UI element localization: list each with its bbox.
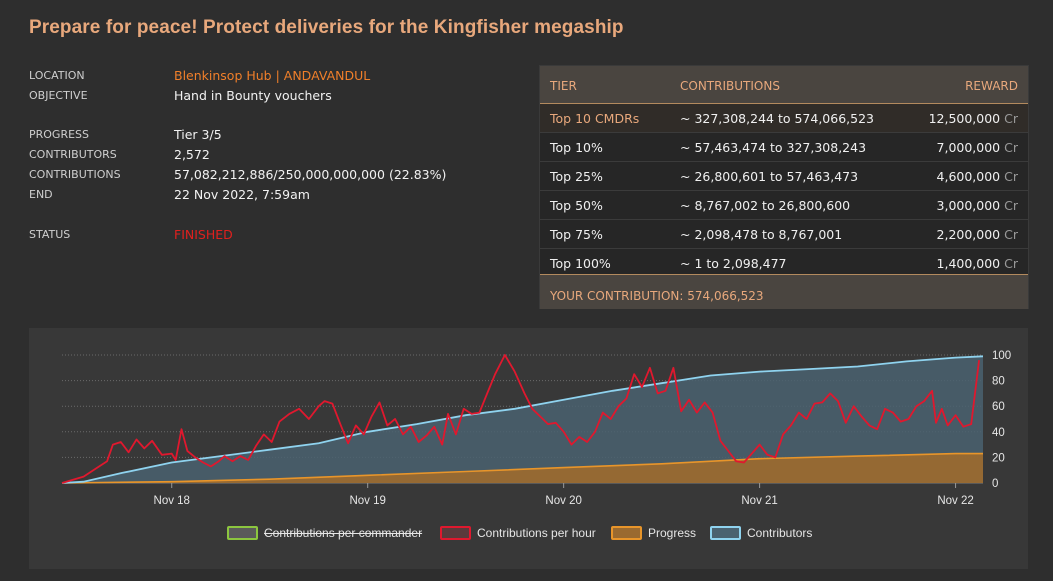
- info-row-end: END 22 Nov 2022, 7:59am: [29, 187, 529, 205]
- tier-row: Top 25% ~ 26,800,601 to 57,463,473 4,600…: [540, 162, 1028, 191]
- info-row-contributors: CONTRIBUTORS 2,572: [29, 147, 529, 165]
- y-tick-label: 0: [992, 478, 998, 490]
- y-tick-label: 40: [992, 427, 1005, 439]
- tier-contribution-range: ~ 26,800,601 to 57,463,473: [680, 169, 859, 184]
- your-contribution: YOUR CONTRIBUTION: 574,066,523: [550, 289, 764, 303]
- legend-swatch-blue: [710, 526, 741, 540]
- legend-swatch-orange: [611, 526, 642, 540]
- tier-reward: 1,400,000 Cr: [937, 256, 1018, 271]
- tier-row: Top 100% ~ 1 to 2,098,477 1,400,000 Cr: [540, 249, 1028, 278]
- currency-label: Cr: [1004, 256, 1018, 271]
- tier-column-header: TIER: [550, 79, 577, 93]
- legend-swatch-green: [227, 526, 258, 540]
- reward-tier-table: TIER CONTRIBUTIONS REWARD Top 10 CMDRs ~…: [539, 65, 1029, 309]
- status-label: STATUS: [29, 228, 71, 241]
- progress-area: [62, 453, 983, 483]
- currency-label: Cr: [1004, 111, 1018, 126]
- tier-contribution-range: ~ 327,308,244 to 574,066,523: [680, 111, 874, 126]
- tier-reward-amount: 1,400,000: [936, 256, 1001, 271]
- tier-reward-amount: 7,000,000: [936, 140, 1001, 155]
- page-title: Prepare for peace! Protect deliveries fo…: [29, 17, 624, 38]
- x-tick-label: Nov 21: [741, 495, 777, 507]
- tier-reward-amount: 3,000,000: [936, 198, 1001, 213]
- tier-reward: 3,000,000 Cr: [937, 198, 1018, 213]
- contributions-label: CONTRIBUTIONS: [29, 168, 121, 181]
- info-row-objective: OBJECTIVE Hand in Bounty vouchers: [29, 88, 529, 106]
- info-row-progress: PROGRESS Tier 3/5: [29, 127, 529, 145]
- info-row-location: LOCATION Blenkinsop Hub | ANDAVANDUL: [29, 68, 529, 86]
- contributions-per-hour-series-line: [61, 354, 980, 484]
- tier-name: Top 100%: [550, 256, 611, 271]
- tier-reward-amount: 4,600,000: [936, 169, 1001, 184]
- legend-label: Contributions per hour: [477, 526, 596, 540]
- tier-reward-amount: 2,200,000: [936, 227, 1001, 242]
- x-tick-label: Nov 20: [545, 495, 581, 507]
- currency-label: Cr: [1004, 227, 1018, 242]
- contributions-column-header: CONTRIBUTIONS: [680, 79, 780, 93]
- tier-row: Top 10 CMDRs ~ 327,308,244 to 574,066,52…: [540, 104, 1028, 133]
- tier-reward: 12,500,000 Cr: [929, 111, 1018, 126]
- location-link[interactable]: Blenkinsop Hub | ANDAVANDUL: [174, 68, 371, 83]
- y-tick-label: 60: [992, 401, 1005, 413]
- tier-row: Top 50% ~ 8,767,002 to 26,800,600 3,000,…: [540, 191, 1028, 220]
- tier-reward: 4,600,000 Cr: [937, 169, 1018, 184]
- y-tick-label: 20: [992, 452, 1005, 464]
- contributors-series-line: [61, 355, 984, 484]
- legend-swatch-red: [440, 526, 471, 540]
- currency-label: Cr: [1004, 198, 1018, 213]
- legend-label: Progress: [648, 526, 697, 540]
- tier-contribution-range: ~ 8,767,002 to 26,800,600: [680, 198, 851, 213]
- y-tick-label: 100: [992, 350, 1011, 362]
- progress-chart[interactable]: 0 20 40 60 80 100 Nov 18 Nov 19 Nov 20 Nov 21 Nov …: [29, 328, 1028, 518]
- end-value: 22 Nov 2022, 7:59am: [174, 187, 310, 202]
- tier-name: Top 25%: [550, 169, 603, 184]
- your-contribution-footer: YOUR CONTRIBUTION: 574,066,523: [540, 274, 1028, 309]
- tier-contribution-range: ~ 57,463,474 to 327,308,243: [680, 140, 867, 155]
- info-row-status: STATUS FINISHED: [29, 227, 529, 245]
- currency-label: Cr: [1004, 169, 1018, 184]
- objective-label: OBJECTIVE: [29, 89, 88, 102]
- progress-series-line: [61, 452, 983, 484]
- x-tick-label: Nov 18: [154, 495, 190, 507]
- legend-label: Contributors: [747, 526, 813, 540]
- tier-name: Top 75%: [550, 227, 603, 242]
- contributions-value: 57,082,212,886/250,000,000,000 (22.83%): [174, 167, 447, 182]
- tier-name: Top 50%: [550, 198, 603, 213]
- y-tick-label: 80: [992, 376, 1005, 388]
- progress-label: PROGRESS: [29, 128, 90, 141]
- tier-row: Top 10% ~ 57,463,474 to 327,308,243 7,00…: [540, 133, 1028, 162]
- tier-contribution-range: ~ 1 to 2,098,477: [680, 256, 787, 271]
- progress-chart-panel: 0 20 40 60 80 100 Nov 18 Nov 19 Nov 20 Nov 21 Nov …: [29, 328, 1028, 569]
- tier-contribution-range: ~ 2,098,478 to 8,767,001: [680, 227, 843, 242]
- objective-value: Hand in Bounty vouchers: [174, 88, 332, 103]
- tier-row: Top 75% ~ 2,098,478 to 8,767,001 2,200,0…: [540, 220, 1028, 249]
- contributors-value: 2,572: [174, 147, 210, 162]
- tier-reward: 7,000,000 Cr: [937, 140, 1018, 155]
- currency-label: Cr: [1004, 140, 1018, 155]
- location-label: LOCATION: [29, 69, 85, 82]
- tier-reward: 2,200,000 Cr: [937, 227, 1018, 242]
- chart-legend: Contributions per commander Contribution…: [29, 524, 1028, 544]
- tier-table-header: TIER CONTRIBUTIONS REWARD: [540, 66, 1028, 104]
- tier-name: Top 10%: [550, 140, 603, 155]
- reward-column-header: REWARD: [965, 79, 1018, 93]
- tier-name: Top 10 CMDRs: [550, 111, 640, 126]
- status-badge: FINISHED: [174, 227, 233, 242]
- x-tick-label: Nov 19: [349, 495, 385, 507]
- info-row-contributions: CONTRIBUTIONS 57,082,212,886/250,000,000…: [29, 167, 529, 185]
- tier-reward-amount: 12,500,000: [928, 111, 1001, 126]
- progress-value: Tier 3/5: [174, 127, 222, 142]
- end-label: END: [29, 188, 53, 201]
- x-tick-label: Nov 22: [937, 495, 973, 507]
- legend-label: Contributions per commander: [264, 526, 423, 540]
- contributors-label: CONTRIBUTORS: [29, 148, 117, 161]
